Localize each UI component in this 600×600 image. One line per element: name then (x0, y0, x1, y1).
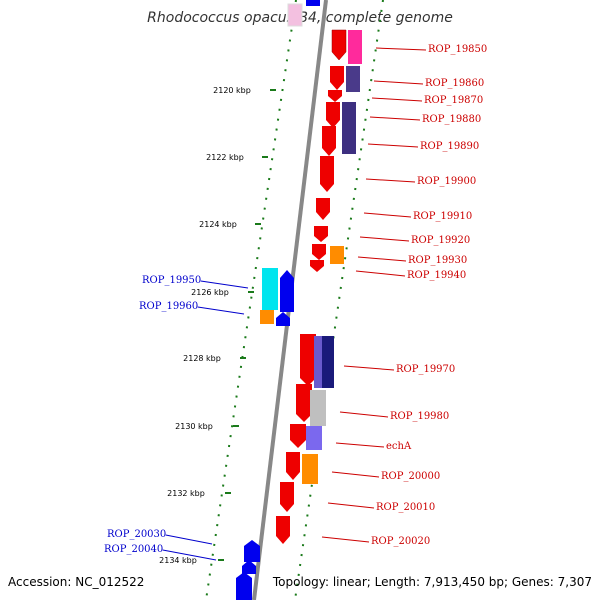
leader-line (162, 549, 217, 561)
gene-feature[interactable] (330, 66, 344, 90)
tick-label: 2130 kbp (175, 422, 213, 431)
leader-line (357, 256, 407, 262)
gene-label[interactable]: ROP_20010 (376, 502, 436, 513)
gene-label[interactable]: ROP_19870 (424, 95, 484, 106)
gene-label[interactable]: ROP_19930 (408, 255, 468, 266)
leader-line (355, 270, 406, 277)
gene-feature[interactable] (306, 0, 320, 6)
leader-line (367, 143, 419, 148)
dotted-tracks (205, 0, 384, 600)
gene-label[interactable]: ROP_19850 (428, 44, 488, 55)
gene-feature[interactable] (331, 29, 347, 61)
tick-label: 2120 kbp (213, 86, 251, 95)
gene-feature[interactable] (276, 312, 290, 326)
gene-feature[interactable] (260, 310, 274, 324)
gene-feature[interactable] (280, 482, 294, 512)
gene-feature[interactable] (287, 3, 303, 27)
gene-feature[interactable] (262, 268, 278, 310)
gene-feature[interactable] (242, 560, 256, 574)
gene-feature[interactable] (300, 334, 316, 386)
gene-feature[interactable] (316, 198, 330, 220)
ticks-group: 2120 kbp 2122 kbp 2124 kbp 2126 kbp 2128 kbp… (159, 86, 276, 565)
gene-label[interactable]: ROP_19960 (139, 301, 199, 312)
leader-line (373, 80, 424, 85)
gene-label[interactable]: ROP_19910 (413, 211, 473, 222)
gene-feature[interactable] (330, 246, 344, 264)
gene-feature[interactable] (322, 126, 336, 156)
gene-label[interactable]: ROP_19920 (411, 235, 471, 246)
gene-feature[interactable] (290, 424, 306, 448)
gene-label[interactable]: ROP_19970 (396, 364, 456, 375)
leader-line (321, 536, 370, 543)
gene-feature[interactable] (302, 454, 318, 484)
gene-label[interactable]: ROP_20030 (107, 529, 167, 540)
tick-label: 2128 kbp (183, 354, 221, 363)
leader-line (365, 178, 416, 183)
leader-line (343, 365, 395, 371)
gene-label[interactable]: ROP_19980 (390, 411, 450, 422)
gene-feature[interactable] (296, 384, 312, 422)
leader-line (331, 471, 380, 478)
gene-label[interactable]: ROP_19940 (407, 270, 467, 281)
leader-line (165, 534, 213, 545)
leader-line (197, 306, 245, 315)
gene-label[interactable]: ROP_20040 (104, 544, 164, 555)
gene-feature[interactable] (286, 452, 300, 480)
gene-feature[interactable] (310, 260, 324, 272)
gene-feature[interactable] (342, 102, 356, 154)
leader-line (200, 280, 249, 289)
leader-line (369, 116, 421, 121)
tick-label: 2122 kbp (206, 153, 244, 162)
gene-feature[interactable] (310, 390, 326, 426)
gene-label[interactable]: ROP_20020 (371, 536, 431, 547)
label-leaders (162, 47, 427, 561)
tick-label: 2124 kbp (199, 220, 237, 229)
gene-label[interactable]: ROP_19890 (420, 141, 480, 152)
gene-feature[interactable] (280, 270, 294, 312)
tick-label: 2126 kbp (191, 288, 229, 297)
leader-line (335, 442, 385, 448)
gene-feature[interactable] (306, 426, 322, 450)
gene-label[interactable]: ROP_19950 (142, 275, 202, 286)
leader-line (363, 212, 412, 218)
gene-label[interactable]: ROP_19860 (425, 78, 485, 89)
leader-line (371, 97, 423, 102)
leader-line (359, 236, 410, 242)
gene-feature[interactable] (244, 540, 260, 562)
gene-label[interactable]: ROP_20000 (381, 471, 441, 482)
accession-text: Accession: NC_012522 (8, 575, 145, 589)
gene-label[interactable]: ROP_19900 (417, 176, 477, 187)
tick-label: 2134 kbp (159, 556, 197, 565)
gene-feature[interactable] (236, 572, 252, 600)
gene-feature[interactable] (322, 336, 334, 388)
gene-feature[interactable] (326, 102, 340, 128)
gene-label[interactable]: ROP_19880 (422, 114, 482, 125)
leader-line (375, 47, 427, 51)
gene-feature[interactable] (320, 156, 334, 192)
gene-feature[interactable] (346, 66, 360, 92)
tick-label: 2132 kbp (167, 489, 205, 498)
leader-line (327, 502, 375, 509)
genome-summary-text: Topology: linear; Length: 7,913,450 bp; … (272, 575, 592, 589)
gene-feature[interactable] (312, 244, 326, 260)
gene-label[interactable]: echA (386, 441, 412, 452)
gene-feature[interactable] (276, 516, 290, 544)
gene-feature[interactable] (328, 90, 342, 102)
gene-feature[interactable] (348, 30, 362, 64)
leader-line (339, 411, 389, 418)
gene-feature[interactable] (314, 226, 328, 242)
gene-features[interactable] (236, 0, 362, 600)
